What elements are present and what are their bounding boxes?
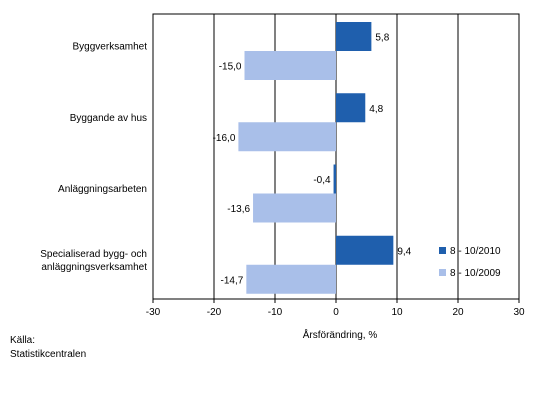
category-label: Specialiserad bygg- och <box>40 249 147 260</box>
x-tick-label: -20 <box>207 307 222 318</box>
bar <box>253 193 336 223</box>
x-tick-label: 20 <box>452 307 464 318</box>
legend-label: 8 - 10/2010 <box>450 246 501 257</box>
data-label: 9,4 <box>397 246 411 257</box>
category-label: Byggverksamhet <box>73 42 148 53</box>
bar <box>238 122 336 152</box>
source-label: Källa: <box>10 335 36 346</box>
data-label: -13,6 <box>227 204 250 215</box>
bar <box>333 164 336 194</box>
bar <box>246 264 336 294</box>
x-tick-label: 0 <box>333 307 339 318</box>
x-tick-label: 30 <box>513 307 525 318</box>
data-label: -14,7 <box>221 275 244 286</box>
data-label: -0,4 <box>313 175 331 186</box>
x-tick-label: -10 <box>268 307 283 318</box>
bar <box>336 93 366 123</box>
bar <box>336 235 394 265</box>
legend-swatch <box>439 247 446 254</box>
bar <box>336 22 372 51</box>
data-label: 5,8 <box>375 33 389 44</box>
x-tick-label: -30 <box>146 307 161 318</box>
x-axis-title: Årsförändring, % <box>303 328 378 341</box>
data-label: -15,0 <box>219 62 242 73</box>
data-label: -16,0 <box>213 133 236 144</box>
legend-swatch <box>439 269 446 276</box>
category-label: Anläggningsarbeten <box>58 184 147 195</box>
data-label: 4,8 <box>369 104 383 115</box>
x-tick-label: 10 <box>391 307 403 318</box>
category-label: anläggningsverksamhet <box>41 262 147 273</box>
source-name: Statistikcentralen <box>10 349 87 360</box>
legend-label: 8 - 10/2009 <box>450 268 501 279</box>
bar <box>244 51 336 80</box>
category-label: Byggande av hus <box>70 113 147 124</box>
